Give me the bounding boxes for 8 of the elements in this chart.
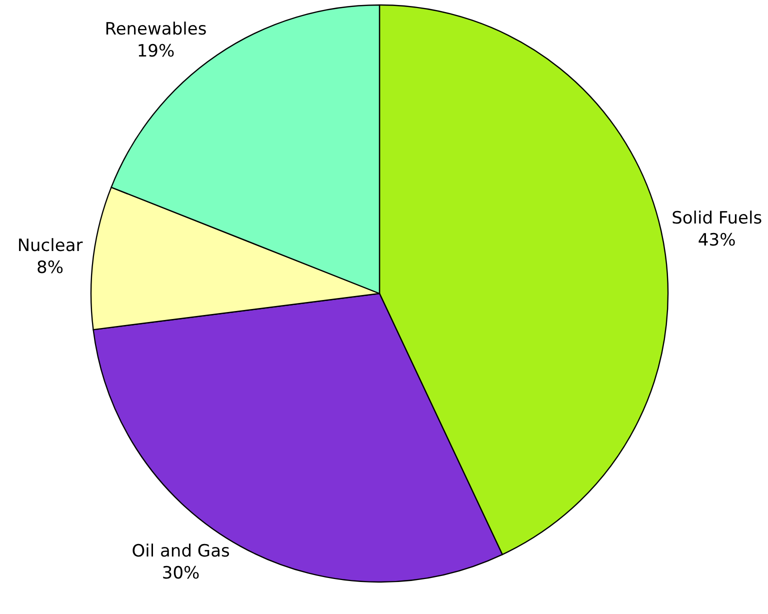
- data-label: 43%: [698, 230, 736, 251]
- slice-label: Solid Fuels: [672, 208, 762, 229]
- slice-label: Renewables: [104, 19, 207, 40]
- data-label: 30%: [162, 564, 200, 584]
- data-label: 19%: [136, 42, 175, 62]
- slice-label: Oil and Gas: [132, 541, 230, 562]
- data-label: 8%: [36, 258, 64, 278]
- slice-label: Nuclear: [17, 236, 83, 256]
